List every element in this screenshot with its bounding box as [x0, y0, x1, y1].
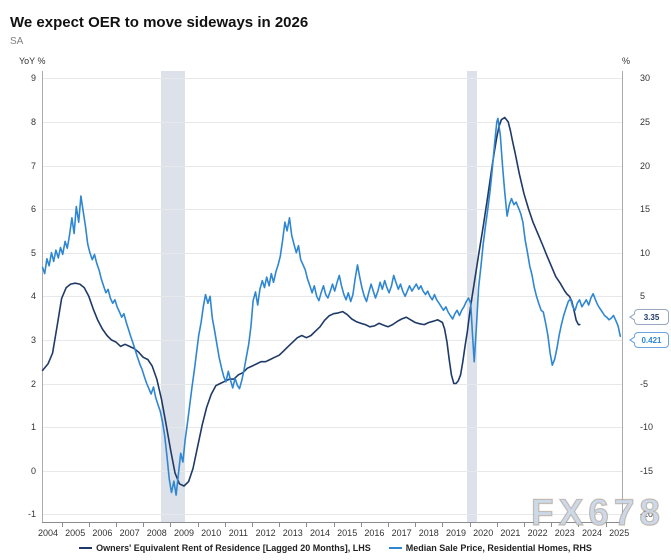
x-axis-tick: [170, 523, 172, 527]
left-axis-tick-label: 8: [30, 116, 36, 127]
x-axis-year-label: 2015: [337, 528, 358, 538]
x-axis-year-label: 2008: [146, 528, 167, 538]
x-axis-tick: [605, 523, 607, 527]
legend-item-1: Median Sale Price, Residential Homes, RH…: [388, 543, 592, 553]
x-axis-tick: [496, 523, 498, 527]
callout-msp-last-value: 0.421: [629, 332, 669, 348]
right-axis-unit-label: %: [622, 56, 631, 66]
x-axis-year-label: 2024: [581, 528, 603, 538]
x-axis-year-label: 2011: [228, 528, 249, 538]
watermark: FX678: [530, 491, 666, 533]
x-axis-tick: [388, 523, 389, 527]
gridline: [42, 165, 622, 167]
x-axis-tick: [442, 523, 444, 527]
left-axis-tick-label: 4: [30, 291, 36, 302]
x-axis-year-label: 2016: [364, 528, 385, 538]
gridline: [42, 383, 622, 385]
x-axis-tick: [252, 523, 253, 527]
right-axis-tick-label: -15: [640, 465, 654, 476]
right-axis-tick-label: -20: [640, 509, 654, 520]
legend-label: Owners' Equivalent Rent of Residence [La…: [96, 543, 371, 553]
chart-subtitle: SA: [10, 36, 24, 47]
x-axis-year-label: 2014: [309, 528, 331, 538]
x-axis-year-label: 2005: [65, 528, 86, 538]
x-axis-tick: [578, 523, 580, 527]
left-axis-line: [42, 71, 43, 522]
x-axis-tick: [333, 523, 335, 527]
gridline: [42, 427, 622, 429]
gridline: [42, 514, 622, 516]
x-axis-tick: [306, 523, 308, 527]
right-axis-tick-label: 15: [640, 204, 651, 215]
left-axis-tick-label: 6: [30, 204, 36, 215]
legend-line-swatch: [388, 547, 402, 549]
callout-oer-last-value: 3.35: [629, 309, 669, 325]
gridline: [42, 209, 622, 211]
x-axis-year-label: 2007: [119, 528, 140, 538]
x-axis-line: [42, 522, 622, 523]
left-axis-tick-label: 1: [30, 422, 36, 433]
oer-line: [41, 116, 581, 487]
x-axis-year-label: 2006: [92, 528, 113, 538]
x-axis-tick: [551, 523, 553, 527]
x-axis-year-label: 2020: [473, 528, 494, 538]
left-axis-tick-label: 3: [30, 334, 36, 345]
x-axis-tick: [88, 523, 90, 527]
x-axis-year-label: 2010: [201, 528, 222, 538]
left-axis-unit-label: YoY %: [19, 56, 46, 66]
x-axis-year-label: 2019: [445, 528, 467, 538]
x-axis-year-label: 2017: [391, 528, 412, 538]
x-axis-tick: [224, 523, 226, 527]
right-axis-line: [622, 71, 623, 522]
legend: Owners' Equivalent Rent of Residence [La…: [0, 543, 671, 553]
left-axis-tick-label: 9: [30, 73, 36, 84]
x-axis-year-label: 2004: [37, 528, 59, 538]
chart-title: We expect OER to move sideways in 2026: [10, 14, 309, 31]
right-axis-tick-label: -5: [640, 378, 649, 389]
x-axis-year-label: 2021: [500, 528, 521, 538]
gridline: [42, 252, 622, 254]
gridline: [42, 339, 622, 341]
x-axis-tick: [279, 523, 281, 527]
legend-line-swatch: [79, 547, 93, 549]
x-axis-tick: [524, 523, 525, 527]
left-axis-tick-label: 0: [30, 465, 36, 476]
right-axis-tick-label: 25: [640, 116, 651, 127]
x-axis-tick: [197, 523, 199, 527]
right-axis-tick-label: 20: [640, 160, 651, 171]
x-axis-tick: [469, 523, 471, 527]
callout-msp-text: 0.421: [641, 335, 662, 345]
x-axis-tick: [116, 523, 117, 527]
gridline: [42, 296, 622, 298]
x-axis-tick: [61, 523, 63, 527]
x-axis-year-label: 2012: [255, 528, 276, 538]
x-axis-tick: [143, 523, 145, 527]
x-axis-year-label: 2018: [418, 528, 439, 538]
x-axis-year-label: 2013: [282, 528, 303, 538]
callout-oer-text: 3.35: [643, 312, 660, 322]
right-axis-tick-label: 30: [640, 73, 651, 84]
x-axis-year-label: 2023: [554, 528, 575, 538]
x-axis-year-label: 2009: [173, 528, 195, 538]
x-axis-year-label: 2022: [527, 528, 548, 538]
legend-item-0: Owners' Equivalent Rent of Residence [La…: [79, 543, 371, 553]
legend-label: Median Sale Price, Residential Homes, RH…: [405, 543, 592, 553]
median-sale-price-line: [41, 117, 622, 496]
x-axis-year-label: 2025: [609, 528, 630, 538]
left-axis-tick-label: 7: [30, 160, 36, 171]
right-axis-tick-label: -10: [640, 422, 654, 433]
gridline: [42, 121, 622, 123]
right-axis-tick-label: 5: [640, 291, 646, 302]
gridline: [42, 78, 622, 80]
x-axis-tick: [415, 523, 417, 527]
x-axis-tick: [360, 523, 362, 527]
left-axis-tick-label: 2: [30, 378, 36, 389]
left-axis-tick-label: 5: [30, 247, 36, 258]
right-axis-tick-label: 10: [640, 247, 651, 258]
left-axis-tick-label: -1: [27, 509, 36, 520]
gridline: [42, 470, 622, 472]
